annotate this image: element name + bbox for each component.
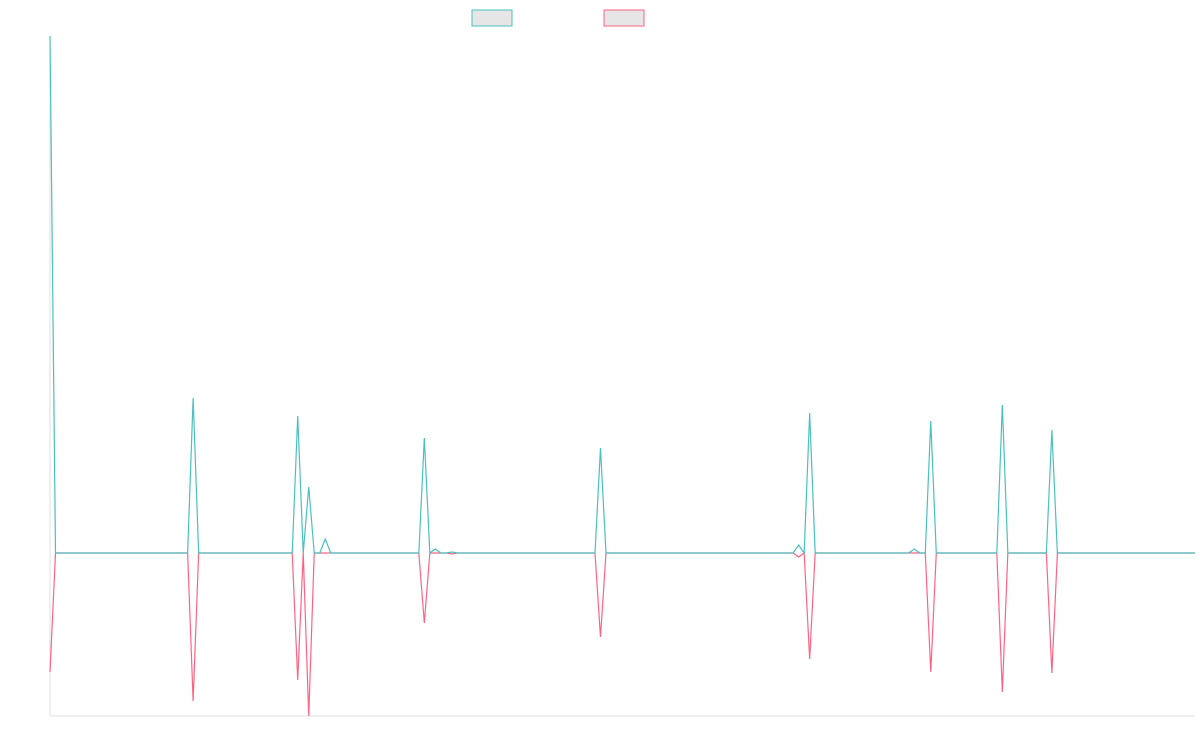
legend-swatch[interactable] (603, 9, 645, 27)
legend-swatch[interactable] (471, 9, 513, 27)
data-line (49, 35, 1195, 555)
data-line (49, 551, 1195, 717)
